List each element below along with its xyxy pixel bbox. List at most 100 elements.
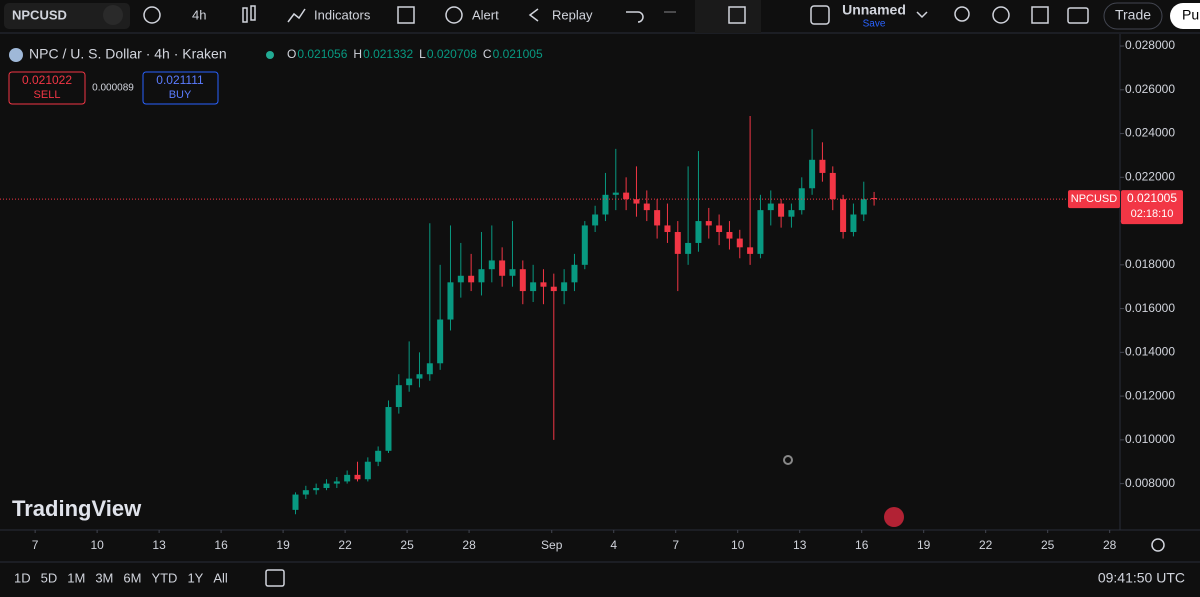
- candle-body: [623, 192, 630, 200]
- symbol-badge: [1068, 190, 1120, 209]
- candle-body: [550, 286, 557, 292]
- candle-body: [581, 225, 588, 265]
- event-marker[interactable]: [783, 455, 793, 465]
- axis-settings-icon[interactable]: [1151, 538, 1165, 552]
- buy-price[interactable]: 0.021111: [156, 73, 204, 87]
- candle-body: [406, 378, 413, 386]
- candle-body: [871, 197, 878, 200]
- x-tick-label: 19: [276, 538, 290, 552]
- diamond-icon[interactable]: [103, 5, 123, 25]
- price-badge-text: 0.021005: [1127, 191, 1177, 205]
- ohlc-letter: O: [287, 47, 296, 61]
- ohlc-letter: C: [483, 47, 492, 61]
- range-button[interactable]: 3M: [95, 570, 113, 585]
- y-tick-label: 0.018000: [1125, 257, 1175, 271]
- x-tick-label: 25: [400, 538, 414, 552]
- candle-body: [478, 269, 485, 283]
- clock: 09:41:50 UTC: [1098, 570, 1185, 586]
- range-button[interactable]: YTD: [151, 570, 177, 585]
- range-button[interactable]: All: [213, 570, 228, 585]
- buy-button[interactable]: [142, 71, 219, 105]
- candle-body: [292, 494, 299, 510]
- publish[interactable]: Pu: [1182, 7, 1199, 23]
- sell-button[interactable]: [8, 71, 86, 105]
- candles-icon: [250, 5, 256, 21]
- y-tick-label: 0.016000: [1125, 301, 1175, 315]
- range-button[interactable]: 6M: [123, 570, 141, 585]
- x-tick-label: 13: [793, 538, 807, 552]
- range-button[interactable]: 1D: [14, 570, 31, 585]
- x-tick-label: 16: [855, 538, 869, 552]
- layout-box[interactable]: [810, 5, 830, 25]
- candle-body: [323, 483, 330, 488]
- candle-body: [509, 269, 516, 276]
- search-icon[interactable]: [954, 6, 970, 22]
- candle-body: [385, 407, 392, 451]
- candle-body: [457, 275, 464, 283]
- y-tick-label: 0.014000: [1125, 345, 1175, 359]
- x-tick-label: 22: [979, 538, 993, 552]
- candle-body: [767, 203, 774, 211]
- candles-icon[interactable]: [242, 7, 248, 23]
- candle-body: [426, 363, 433, 375]
- save[interactable]: Save: [863, 19, 886, 30]
- symbol-logo: [9, 48, 23, 62]
- candle-body: [829, 172, 836, 200]
- candle-body: [488, 260, 495, 270]
- x-tick-label: 19: [917, 538, 931, 552]
- candle-body: [850, 214, 857, 233]
- indicators[interactable]: Indicators: [314, 7, 371, 22]
- y-tick-label: 0.028000: [1125, 38, 1175, 52]
- candle-body: [333, 481, 340, 484]
- dropdown-icon[interactable]: [916, 11, 928, 19]
- x-tick-label: 16: [214, 538, 228, 552]
- toolbar: [0, 0, 1200, 32]
- alert[interactable]: Alert: [472, 7, 499, 22]
- layout-icon[interactable]: [728, 6, 746, 24]
- candle-body: [633, 199, 640, 204]
- undo-icon[interactable]: [626, 11, 644, 23]
- candle-body: [685, 242, 692, 254]
- interval[interactable]: 4h: [192, 7, 206, 22]
- symbol-badge-text: NPCUSD: [1071, 193, 1118, 205]
- range-button[interactable]: 5D: [41, 570, 58, 585]
- publish-button[interactable]: [1170, 3, 1200, 29]
- settings-icon[interactable]: [992, 6, 1010, 24]
- symbol-box[interactable]: [4, 3, 130, 29]
- fullscreen-icon[interactable]: [1031, 6, 1049, 24]
- x-tick-label: 10: [731, 538, 745, 552]
- range-button[interactable]: 1M: [67, 570, 85, 585]
- buy-label[interactable]: BUY: [169, 89, 192, 101]
- x-tick-label: 7: [32, 538, 39, 552]
- candle-body: [747, 247, 754, 254]
- symbol[interactable]: NPCUSD: [12, 7, 67, 22]
- date-range-icon[interactable]: [265, 569, 285, 587]
- replay[interactable]: Replay: [552, 7, 593, 22]
- replay-icon[interactable]: [528, 8, 539, 22]
- range-button[interactable]: 1Y: [187, 570, 203, 585]
- countdown: 02:18:10: [1131, 208, 1174, 220]
- candle-body: [612, 192, 619, 195]
- candle-body: [664, 225, 671, 233]
- alert-icon[interactable]: [445, 6, 463, 24]
- layout-name[interactable]: Unnamed: [842, 2, 906, 18]
- x-tick-label: 7: [672, 538, 679, 552]
- snapshot-icon[interactable]: [1067, 7, 1089, 24]
- x-tick-label: 28: [462, 538, 476, 552]
- y-tick-label: 0.012000: [1125, 388, 1175, 402]
- trade[interactable]: Trade: [1115, 7, 1151, 23]
- sell-label[interactable]: SELL: [34, 89, 61, 101]
- ohlc-value: 0.021056: [297, 47, 347, 61]
- candle-body: [819, 159, 826, 173]
- add-icon[interactable]: [143, 6, 161, 24]
- candle-body: [302, 490, 309, 495]
- trade-button[interactable]: [1103, 2, 1163, 30]
- sell-price[interactable]: 0.021022: [22, 73, 72, 87]
- indicators-icon[interactable]: [287, 8, 306, 23]
- ohlc-value: 0.021005: [493, 47, 543, 61]
- flag-event[interactable]: [884, 507, 904, 527]
- templates-icon[interactable]: [397, 6, 415, 24]
- x-tick-label: 25: [1041, 538, 1055, 552]
